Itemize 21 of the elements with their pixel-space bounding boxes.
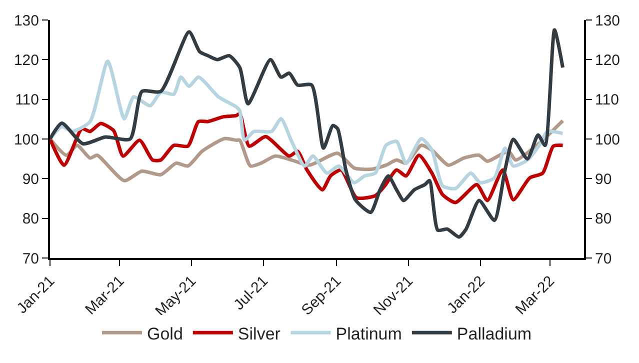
y2-tick-label: 80 (595, 210, 612, 228)
legend-label: Platinum (336, 324, 402, 344)
y2-tick-label: 70 (595, 250, 612, 268)
y-tick-label: 110 (15, 92, 39, 109)
y2-tick-label: 90 (595, 170, 612, 188)
y-tick-label: 130 (14, 12, 39, 30)
y-tick-label: 70 (22, 250, 39, 268)
legend-label: Silver (238, 324, 281, 344)
line-series (50, 60, 565, 191)
y2-tick-label: 100 (595, 131, 620, 148)
y-tick-label: 80 (22, 210, 39, 228)
legend-label: Palladium (456, 324, 532, 344)
y2-tick-label: 110 (595, 92, 619, 109)
y2-tick-label: 120 (595, 52, 620, 69)
legend-label: Gold (147, 324, 183, 344)
line-series (50, 112, 565, 204)
line-series (50, 28, 565, 239)
y-tick-label: 100 (14, 131, 39, 148)
y-tick-label: 90 (22, 170, 39, 188)
y2-tick-label: 130 (595, 12, 620, 30)
y-tick-label: 120 (14, 52, 39, 69)
